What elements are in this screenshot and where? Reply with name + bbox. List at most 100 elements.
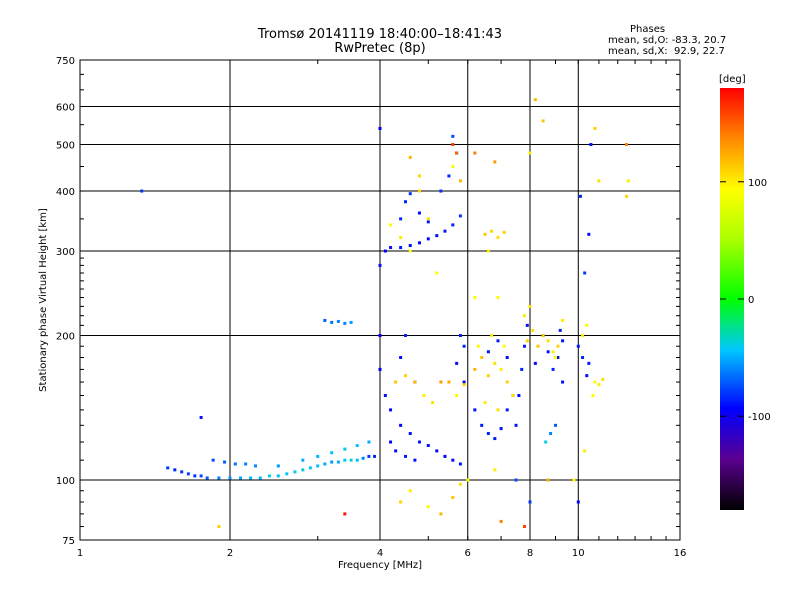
scatter-point-o	[367, 454, 371, 458]
scatter-point-x	[458, 482, 462, 486]
scatter-point-x	[499, 519, 503, 523]
scatter-point-o	[561, 339, 565, 343]
scatter-point-x	[556, 344, 560, 348]
scatter-point-x	[439, 512, 443, 516]
scatter-point-x	[408, 489, 412, 493]
scatter-point-o	[199, 415, 203, 419]
scatter-point-x	[343, 512, 347, 516]
scatter-point-x	[486, 249, 490, 253]
scatter-point-o	[399, 355, 403, 359]
scatter-point-o	[276, 474, 280, 478]
scatter-point-o	[186, 472, 190, 476]
scatter-point-o	[349, 458, 353, 462]
scatter-point-x	[486, 374, 490, 378]
scatter-point-o	[583, 271, 587, 275]
scatter-point-o	[140, 189, 144, 193]
scatter-point-o	[267, 474, 271, 478]
scatter-point-x	[451, 495, 455, 499]
scatter-point-o	[355, 444, 359, 448]
scatter-point-x	[217, 525, 221, 529]
scatter-point-o	[451, 134, 455, 138]
scatter-point-x	[528, 151, 532, 155]
scatter-point-x	[585, 323, 589, 327]
scatter-point-o	[301, 458, 305, 462]
scatter-point-o	[403, 334, 407, 338]
scatter-point-o	[544, 440, 548, 444]
scatter-point-o	[587, 361, 591, 365]
scatter-point-o	[343, 458, 347, 462]
scatter-point-o	[180, 470, 184, 474]
scatter-point-x	[511, 394, 515, 398]
scatter-point-x	[462, 383, 466, 387]
scatter-point-x	[493, 361, 497, 365]
scatter-point-o	[455, 361, 459, 365]
y-tick-label: 300	[56, 247, 75, 258]
scatter-point-o	[533, 361, 537, 365]
scatter-point-o	[561, 380, 565, 384]
scatter-point-o	[403, 454, 407, 458]
scatter-point-o	[389, 440, 393, 444]
scatter-point-o	[426, 220, 430, 224]
scatter-point-x	[502, 230, 506, 234]
scatter-point-o	[399, 423, 403, 427]
scatter-point-o	[173, 468, 177, 472]
scatter-point-x	[523, 525, 527, 529]
y-tick-label: 100	[56, 476, 75, 487]
scatter-point-o	[323, 318, 327, 322]
scatter-point-o	[361, 456, 365, 460]
scatter-point-o	[383, 249, 387, 253]
x-tick-label: 6	[465, 548, 471, 559]
scatter-point-x	[490, 229, 494, 233]
scatter-point-x	[572, 478, 576, 482]
scatter-point-o	[399, 217, 403, 221]
scatter-point-x	[451, 143, 455, 147]
scatter-point-o	[462, 380, 466, 384]
scatter-point-x	[593, 380, 597, 384]
scatter-point-x	[553, 355, 557, 359]
scatter-point-o	[330, 451, 334, 455]
scatter-points	[140, 98, 630, 529]
scatter-point-o	[417, 440, 421, 444]
scatter-point-o	[301, 468, 305, 472]
scatter-point-o	[517, 394, 521, 398]
scatter-point-o	[343, 321, 347, 325]
scatter-point-x	[426, 505, 430, 509]
scatter-point-o	[585, 374, 589, 378]
scatter-point-o	[249, 476, 253, 480]
phase-stats-heading: Phases	[630, 24, 666, 35]
scatter-point-o	[193, 474, 197, 478]
scatter-point-x	[541, 334, 545, 338]
scatter-point-o	[505, 408, 509, 412]
scatter-point-o	[378, 126, 382, 130]
scatter-point-x	[493, 160, 497, 164]
scatter-point-o	[408, 192, 412, 196]
scatter-point-o	[520, 367, 524, 371]
scatter-point-x	[480, 355, 484, 359]
scatter-point-x	[447, 380, 451, 384]
scatter-point-x	[528, 304, 532, 308]
colorbar-tick-label: -100	[748, 412, 771, 423]
scatter-point-o	[343, 447, 347, 451]
scatter-point-o	[166, 466, 170, 470]
scatter-point-o	[462, 344, 466, 348]
scatter-point-o	[426, 237, 430, 241]
scatter-point-o	[451, 223, 455, 227]
scatter-point-o	[443, 229, 447, 233]
scatter-point-x	[408, 249, 412, 253]
scatter-point-o	[514, 478, 518, 482]
scatter-point-o	[447, 174, 451, 178]
scatter-point-o	[373, 454, 377, 458]
scatter-point-o	[458, 334, 462, 338]
scatter-point-x	[451, 164, 455, 168]
scatter-point-x	[422, 394, 426, 398]
colorbar-unit: [deg]	[719, 74, 746, 85]
scatter-point-x	[581, 334, 585, 338]
scatter-point-x	[502, 344, 506, 348]
scatter-point-o	[587, 232, 591, 236]
y-tick-label: 200	[56, 332, 75, 343]
scatter-point-o	[211, 458, 215, 462]
scatter-point-x	[483, 232, 487, 236]
scatter-point-o	[258, 476, 262, 480]
scatter-point-o	[578, 194, 582, 198]
